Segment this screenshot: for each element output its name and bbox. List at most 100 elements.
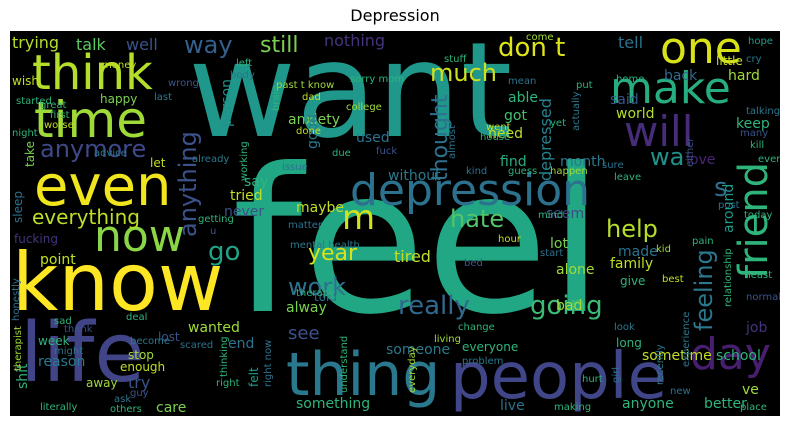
word-every: every [758, 154, 780, 165]
word-ask: ask [114, 394, 132, 405]
word-happen: happen [550, 166, 588, 177]
word-sleep: sleep [11, 191, 25, 223]
word-tired: tired [394, 247, 431, 266]
word-wa: wa [650, 143, 685, 171]
word-mean: mean [508, 76, 537, 87]
word-lot: lot [550, 236, 568, 252]
word-fucking: fucking [14, 232, 58, 246]
word-right-now: right now [263, 339, 274, 387]
word-problem: problem [462, 356, 504, 367]
word-school: school [716, 348, 761, 364]
word-living: living [434, 334, 461, 345]
word-seem: seem [546, 206, 585, 222]
word-might: might [54, 346, 84, 357]
word-anymore: anymore [40, 135, 147, 163]
word-tell: tell [618, 33, 644, 52]
word-something: something [296, 396, 371, 412]
word-done: done [296, 126, 321, 137]
word-better: better [704, 396, 747, 412]
word-little: little [716, 54, 743, 68]
word-actually: actually [571, 91, 582, 132]
word-keep: keep [736, 116, 770, 132]
word-talk: talk [76, 35, 106, 54]
word-mind: mind [538, 210, 564, 221]
word-still: still [260, 33, 299, 58]
word-person: person [219, 79, 235, 127]
word-understand: understand [339, 335, 350, 393]
word-brain: brain [271, 85, 282, 111]
word-know: know [12, 236, 224, 329]
word-everyday: everyday [407, 346, 418, 393]
word-feel: feel [232, 126, 605, 359]
word-left: left [236, 58, 253, 69]
word-home: home [616, 74, 645, 85]
word-girl: girl [611, 366, 622, 383]
word-told: told [314, 290, 337, 304]
word-house: house [480, 132, 511, 143]
word-kid: kid [656, 244, 671, 255]
word-least: least [748, 270, 773, 281]
word-thank: thank [64, 324, 93, 335]
word-really: really [398, 291, 470, 321]
word-kill: kill [750, 140, 765, 151]
word-help: help [606, 215, 658, 243]
word-time: time [34, 91, 147, 149]
word-month: month [560, 154, 606, 170]
word-wish: wish [12, 74, 40, 88]
word-say: say [244, 174, 269, 190]
word-stuff: stuff [444, 54, 467, 65]
word-start: start [540, 248, 564, 259]
word-therapist: therapist [13, 326, 24, 371]
word-experience: experience [681, 311, 692, 367]
word-reason: reason [38, 354, 86, 370]
word-depression: depression [350, 165, 591, 216]
word-put: put [576, 80, 593, 91]
word-pain: pain [692, 236, 714, 247]
word-people: people [450, 340, 667, 414]
word-felt: felt [247, 367, 261, 387]
word-scared: scared [180, 340, 214, 351]
word-make: make [610, 63, 731, 114]
word-matter: matter [288, 220, 322, 231]
word-world: world [616, 106, 655, 122]
word-try: try [128, 373, 151, 392]
word-yet: yet [550, 118, 566, 129]
word-job: job [746, 320, 768, 336]
word-last: last [154, 92, 173, 103]
word-making: making [554, 402, 592, 413]
word-well: well [126, 35, 158, 54]
word-recently: recently [655, 344, 666, 385]
word-others: others [110, 404, 142, 415]
word-family: family [610, 256, 654, 272]
word-bad: bad [556, 298, 583, 314]
word-think: think [32, 45, 153, 101]
word-started: started [16, 96, 52, 107]
word-going: going [530, 291, 603, 321]
word-give: give [620, 274, 646, 288]
word-love: love [686, 152, 716, 168]
word-made: made [618, 244, 658, 260]
word-new: new [670, 386, 691, 397]
word-bed: bed [464, 258, 483, 269]
word-either: either [685, 137, 696, 167]
word-feeling: feeling [690, 249, 718, 331]
word-find: find [500, 154, 527, 170]
word-kind: kind [466, 166, 488, 177]
word-mental-health: mental health [290, 240, 360, 251]
word-nothing: nothing [324, 31, 386, 50]
word-alone: alone [556, 262, 595, 278]
word-care: care [156, 400, 187, 416]
word-sometime: sometime [642, 348, 712, 364]
word-night: night [12, 128, 38, 139]
word-best: best [662, 274, 684, 285]
word-much: much [430, 59, 497, 87]
word-guess: guess [508, 166, 538, 177]
word-honestly: honestly [11, 278, 22, 321]
word-got: got [504, 108, 527, 124]
word-normal: normal [746, 292, 780, 303]
word-someone: someone [386, 342, 451, 358]
word-right: right [216, 378, 240, 389]
word-money: money [102, 60, 137, 71]
word-wrong: wrong [168, 78, 199, 89]
word-body: body [230, 70, 255, 81]
